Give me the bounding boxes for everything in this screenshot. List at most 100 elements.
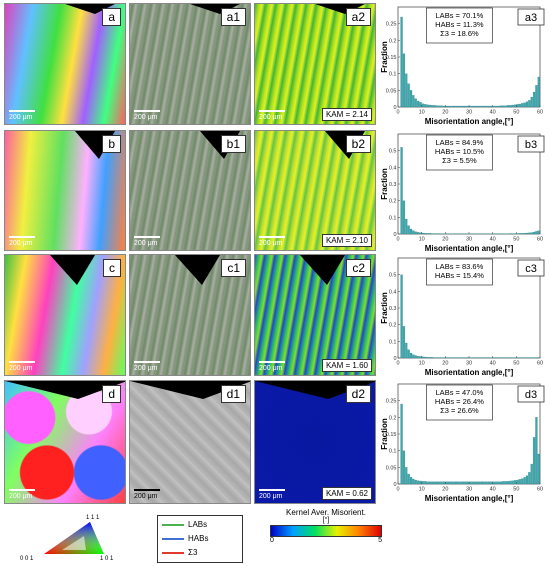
x-tick-label: 20: [442, 361, 448, 367]
y-tick-label: 0.5: [389, 273, 397, 279]
histogram-bar: [454, 481, 458, 485]
kam-value: KAM = 2.14: [321, 108, 372, 121]
histogram-bar: [419, 102, 422, 108]
histogram-bar: [528, 472, 531, 485]
histogram-bar: [433, 233, 436, 235]
histogram-bar: [488, 105, 491, 108]
stats-box: [426, 384, 493, 421]
kam-colorbar-max: 5: [378, 537, 382, 544]
histogram-bar: [414, 355, 417, 359]
histogram-bar: [523, 477, 526, 485]
panel-label: c1: [221, 259, 246, 277]
x-tick-label: 60: [537, 487, 543, 493]
histogram-bar: [488, 357, 491, 359]
sigma3-label: Σ3: [188, 548, 198, 557]
histogram-bar: [457, 481, 460, 485]
y-tick-label: 0.2: [389, 199, 397, 205]
ipf-triangle-svg: 0 0 1 1 0 1 1 1 1: [20, 515, 114, 562]
histogram-bar: [469, 357, 472, 359]
ipf-corner-111: 1 1 1: [86, 515, 100, 521]
histogram-bar: [528, 357, 531, 359]
y-tick-label: 0: [393, 356, 396, 362]
x-tick-label: 10: [419, 110, 425, 116]
stats-line: Σ3 = 26.6%: [440, 406, 479, 415]
kam-colorbar-legend: Kernel Aver. Misorient. [°] 0 5: [266, 508, 386, 548]
histogram-bar: [523, 102, 526, 108]
kam-colorbar: [270, 525, 382, 537]
histogram-bar: [502, 481, 505, 485]
misorientation-histogram-d3: 0 0.05 0.1 0.15 0.2 0.25 0 10 20 30 40 50 60 Misorien…: [380, 380, 548, 504]
histogram-bar: [514, 104, 517, 108]
panel-label: c2: [346, 259, 371, 277]
labs-label: LABs: [188, 520, 208, 529]
scale-bar: [259, 489, 285, 491]
histogram-bar: [419, 356, 422, 359]
histogram-bar: [400, 274, 403, 359]
chart-label-box: [517, 259, 545, 277]
histogram-bar: [499, 481, 503, 485]
x-tick-label: 50: [513, 110, 519, 116]
histogram-bar: [464, 481, 467, 485]
histogram-bar: [405, 342, 408, 359]
scale-text: 200 μm: [9, 365, 33, 372]
x-tick-label: 0: [396, 487, 399, 493]
histogram-bar: [414, 98, 417, 108]
x-tick-label: 40: [490, 487, 496, 493]
y-tick-label: 0.3: [389, 306, 397, 312]
histogram-bar: [443, 105, 446, 108]
histogram-bar: [480, 357, 484, 359]
histogram-bar: [516, 104, 519, 108]
band-contrast-map-b1: b1 200 μm: [129, 130, 251, 251]
x-tick-label: 40: [490, 110, 496, 116]
legend-item-sigma3: Σ3: [162, 548, 197, 557]
histogram-bar: [445, 105, 448, 108]
panel-label: a: [102, 8, 121, 26]
histogram-bar: [499, 357, 503, 359]
histogram-bar: [426, 104, 429, 108]
panel-label: d: [102, 385, 121, 403]
histogram-bar: [426, 357, 429, 359]
histogram-bar: [405, 467, 408, 485]
histogram-bar: [518, 233, 521, 235]
chart-label: b3: [525, 139, 537, 151]
histogram-bar: [535, 231, 538, 235]
histogram-bar: [450, 357, 453, 359]
y-axis-label: Fraction: [380, 168, 389, 200]
histogram-bar: [532, 357, 536, 359]
histogram-bar: [466, 357, 469, 359]
x-tick-label: 20: [442, 237, 448, 243]
y-tick-label: 0.25: [386, 399, 397, 405]
histogram-bar: [478, 105, 481, 108]
histogram-bar: [476, 481, 479, 485]
histogram-bar: [454, 357, 458, 359]
x-tick-label: 20: [442, 110, 448, 116]
histogram-bar: [511, 357, 514, 359]
histogram-bar: [435, 233, 439, 235]
stats-line: LABs = 70.1%: [436, 11, 484, 20]
histogram-bar: [426, 481, 429, 485]
x-tick-label: 0: [396, 361, 399, 367]
habs-label: HABs: [188, 534, 209, 543]
histogram-bar: [409, 228, 413, 235]
histogram-bar: [532, 91, 536, 108]
scale-text: 200 μm: [259, 240, 283, 247]
histogram-bar: [485, 481, 488, 485]
histogram-bar: [424, 104, 427, 108]
histogram-svg: 0 0.1 0.2 0.3 0.4 0.5 0 10 20 30 40 50 60 Misorientat…: [380, 257, 545, 377]
histogram-bar: [478, 481, 481, 485]
x-axis-label: Misorientation angle,[°]: [425, 244, 514, 253]
scale-text: 200 μm: [134, 493, 158, 500]
panel-label: d1: [220, 385, 246, 403]
histogram-bar: [485, 105, 488, 108]
histogram-bar: [471, 357, 474, 359]
histogram-bar: [521, 233, 524, 235]
histogram-bar: [435, 357, 439, 359]
histogram-bar: [535, 85, 538, 108]
kam-colorbar-unit: [°]: [322, 517, 330, 524]
x-axis-label: Misorientation angle,[°]: [425, 117, 514, 126]
histogram-bar: [497, 105, 500, 108]
chart-label: c3: [525, 263, 537, 275]
histogram-bar: [438, 105, 441, 108]
kam-map-d2: d2 200 μm KAM = 0.62: [254, 380, 376, 504]
histogram-bar: [412, 478, 415, 485]
